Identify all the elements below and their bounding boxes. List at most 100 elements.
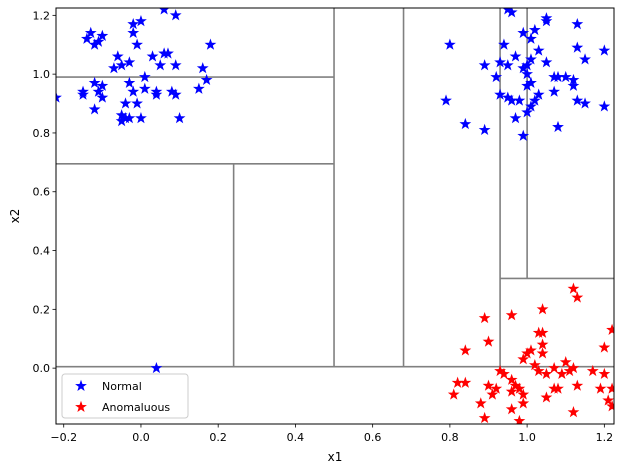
data-point-anomaluous	[525, 344, 537, 356]
data-point-normal	[135, 112, 147, 124]
data-point-normal	[571, 17, 584, 30]
data-point-normal	[150, 361, 163, 374]
data-point-anomaluous	[548, 361, 561, 374]
data-point-anomaluous	[567, 406, 580, 418]
data-point-normal	[127, 26, 140, 39]
data-point-anomaluous	[474, 397, 487, 409]
data-point-anomaluous	[536, 303, 549, 315]
data-point-anomaluous	[451, 376, 464, 388]
data-point-normal	[96, 29, 109, 41]
data-point-normal	[84, 26, 97, 39]
data-point-normal	[169, 59, 182, 71]
data-point-anomaluous	[447, 388, 460, 400]
data-point-normal	[127, 17, 140, 30]
data-point-normal	[513, 94, 526, 106]
data-point-normal	[517, 26, 530, 39]
data-point-normal	[579, 97, 591, 109]
data-point-normal	[517, 129, 530, 141]
data-point-normal	[579, 53, 591, 65]
x-tick-label: 0.6	[364, 431, 382, 444]
data-point-normal	[138, 70, 151, 83]
data-point-normal	[525, 53, 537, 65]
legend-label-anomaluous: Anomaluous	[102, 401, 170, 414]
data-point-anomaluous	[555, 367, 568, 380]
data-point-anomaluous	[563, 364, 576, 377]
legend-marker-anomaluous	[75, 400, 87, 413]
data-point-normal	[540, 15, 553, 27]
data-point-normal	[150, 85, 163, 97]
data-point-normal	[505, 94, 518, 106]
y-tick-label: 1.0	[33, 68, 51, 81]
data-point-anomaluous	[586, 364, 599, 377]
data-point-normal	[119, 97, 132, 109]
data-point-normal	[459, 117, 472, 130]
plot-area-frame	[55, 7, 615, 425]
data-point-normal	[498, 38, 510, 50]
data-point-anomaluous	[606, 323, 614, 335]
data-point-normal	[154, 59, 167, 71]
data-point-anomaluous	[528, 359, 541, 371]
data-point-anomaluous	[498, 367, 510, 380]
data-point-normal	[494, 88, 506, 100]
data-point-normal	[567, 79, 580, 91]
legend-box	[61, 373, 189, 419]
data-point-normal	[494, 56, 506, 68]
data-point-normal	[123, 112, 136, 124]
y-tick-label: 1.2	[33, 9, 51, 22]
data-point-normal	[552, 120, 564, 133]
data-point-normal	[598, 100, 611, 112]
data-point-normal	[521, 106, 534, 118]
data-point-anomaluous	[482, 379, 495, 391]
legend-label-normal: Normal	[102, 380, 142, 393]
data-point-normal	[501, 91, 514, 103]
data-point-normal	[440, 94, 452, 106]
data-point-anomaluous	[517, 388, 530, 400]
y-tick-label: 0.0	[33, 362, 51, 375]
data-point-normal	[111, 50, 124, 62]
data-point-normal	[517, 62, 530, 74]
x-tick-label: 0.4	[287, 431, 305, 444]
y-tick-label: 0.6	[33, 186, 51, 199]
data-point-anomaluous	[552, 382, 564, 394]
data-point-anomaluous	[536, 326, 549, 338]
data-point-normal	[521, 67, 534, 80]
data-point-normal	[505, 8, 518, 18]
data-point-anomaluous	[598, 341, 611, 353]
isolation-split-lines	[56, 8, 614, 368]
data-point-normal	[571, 41, 584, 53]
data-point-normal	[115, 59, 128, 71]
x-tick-label: 1.2	[596, 431, 614, 444]
legend-marker-normal	[75, 379, 87, 392]
data-point-anomaluous	[490, 382, 503, 394]
data-point-normal	[521, 59, 534, 71]
data-point-anomaluous	[509, 379, 522, 391]
data-point-anomaluous	[540, 391, 553, 403]
y-axis-label: x2	[8, 209, 22, 224]
data-point-normal	[131, 38, 143, 50]
data-point-normal	[443, 38, 456, 50]
data-point-anomaluous	[505, 309, 518, 321]
x-axis-ticks: −0.2 0.0 0.2 0.4 0.6 0.8 1.0 1.2	[50, 424, 613, 444]
y-tick-label: 0.8	[33, 127, 51, 140]
data-point-normal	[509, 50, 522, 62]
data-point-anomaluous	[540, 367, 553, 380]
data-point-anomaluous	[606, 400, 614, 412]
data-point-normal	[528, 23, 541, 36]
data-point-normal	[192, 82, 205, 94]
data-point-anomaluous	[494, 364, 506, 377]
x-tick-label: −0.2	[50, 431, 77, 444]
data-point-normal	[478, 123, 491, 136]
data-point-anomaluous	[505, 403, 518, 415]
data-point-normal	[567, 73, 580, 86]
data-point-normal	[88, 103, 101, 115]
x-tick-label: 1.0	[518, 431, 536, 444]
data-point-anomaluous	[486, 388, 499, 400]
data-point-anomaluous	[602, 394, 614, 406]
data-point-normal	[598, 44, 611, 56]
data-point-normal	[571, 94, 584, 106]
data-point-normal	[123, 56, 136, 68]
data-point-normal	[146, 50, 159, 62]
data-point-normal	[478, 59, 491, 71]
data-point-anomaluous	[567, 282, 580, 294]
